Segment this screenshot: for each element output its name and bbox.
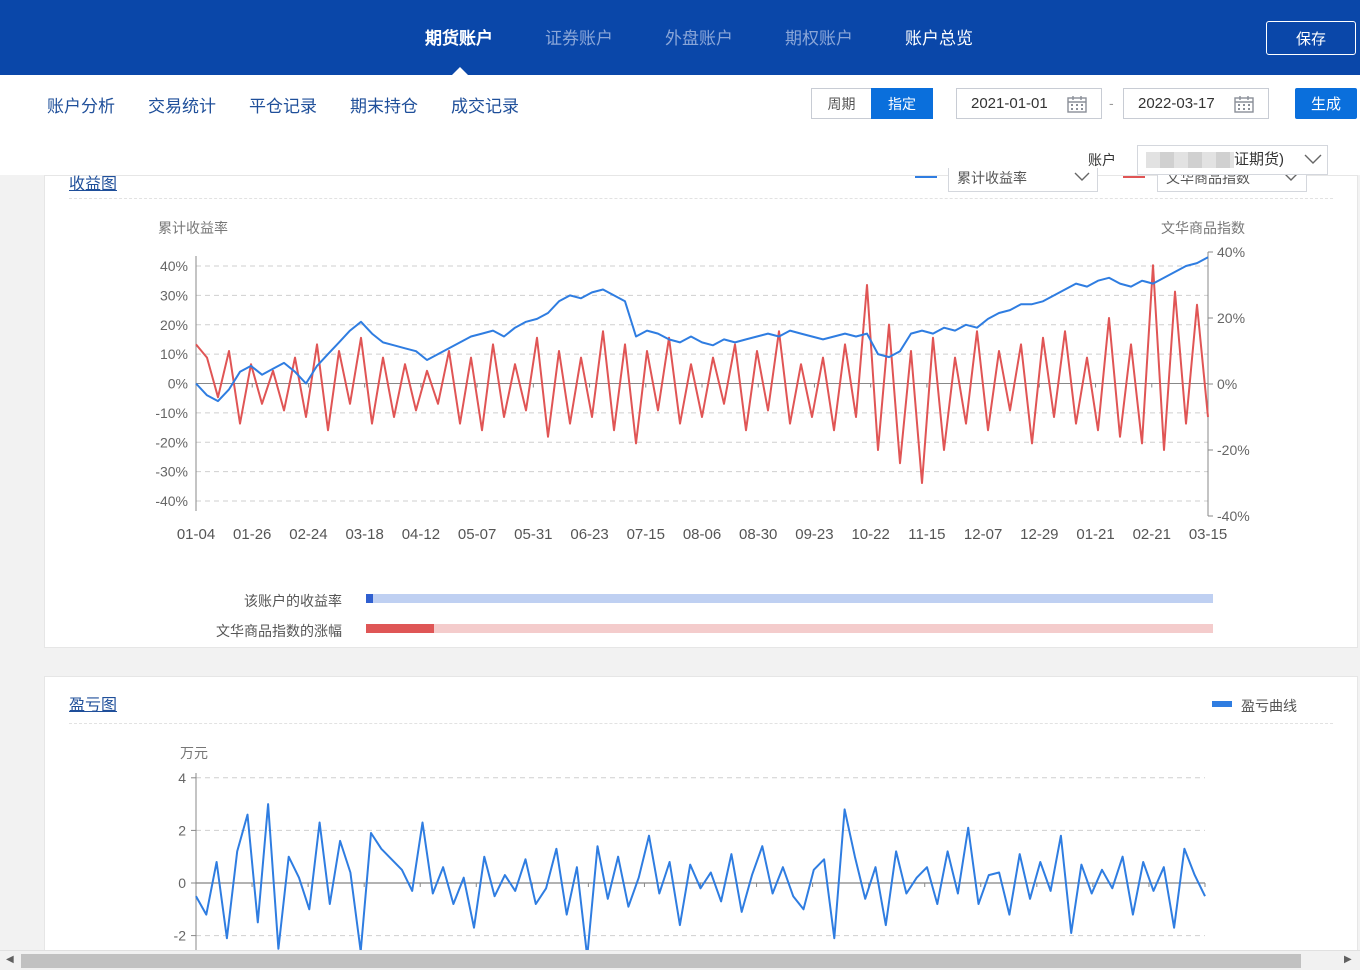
revenue-chart-title[interactable]: 收益图 — [69, 176, 118, 193]
x-tick-label: 01-04 — [177, 526, 215, 543]
custom-range-button[interactable]: 指定 — [871, 88, 933, 119]
x-tick-label: 06-23 — [570, 526, 608, 543]
account-return-bar-fill — [366, 594, 373, 603]
pnl-legend-label: 盈亏曲线 — [1241, 698, 1297, 714]
left-series-select-value: 累计收益率 — [957, 170, 1027, 186]
right-axis-title: 文华商品指数 — [1161, 220, 1245, 236]
y-tick-label: 40% — [160, 258, 188, 274]
pnl-chart-title[interactable]: 盈亏图 — [69, 697, 118, 714]
active-tab-caret-icon — [452, 67, 468, 75]
x-tick-label: 03-15 — [1189, 526, 1227, 543]
y-tick-label: 20% — [160, 317, 188, 333]
tab-options-account[interactable]: 期权账户 — [785, 29, 853, 48]
tab-account-overview[interactable]: 账户总览 — [905, 29, 973, 48]
y2-tick-label: 20% — [1217, 310, 1245, 326]
y-tick-label: -40% — [155, 493, 188, 509]
legend-blue-swatch-icon — [1212, 701, 1232, 707]
commodity-index-line — [195, 264, 1209, 484]
legend-blue-line-icon — [915, 176, 937, 178]
cumulative-return-line — [195, 256, 1209, 403]
x-tick-label: 04-12 — [402, 526, 440, 543]
account-select[interactable]: 证期货) — [1137, 145, 1328, 175]
x-tick-label: 02-21 — [1133, 526, 1171, 543]
tab-overseas-account[interactable]: 外盘账户 — [665, 29, 733, 48]
x-tick-label: 08-06 — [683, 526, 721, 543]
divider — [69, 198, 1333, 199]
y-tick-label: 10% — [160, 346, 188, 362]
left-axis-title: 累计收益率 — [158, 220, 228, 236]
y2-tick-label: 40% — [1217, 244, 1245, 260]
x-tick-label: 01-26 — [233, 526, 271, 543]
subtab-end-positions[interactable]: 期末持仓 — [350, 97, 418, 116]
revenue-line-chart: 40% 30% 20% 10% 0% -10% -20% -30% -40% 40% 20% 0% -2… — [155, 244, 1250, 543]
scroll-left-arrow-icon[interactable]: ◀ — [6, 954, 14, 965]
pnl-chart-card: 盈亏图 盈亏曲线 万元 4 2 0 -2 — [44, 676, 1358, 966]
x-tick-label: 01-21 — [1076, 526, 1114, 543]
start-date-input[interactable]: 2021-01-01 — [956, 88, 1102, 119]
pnl-axis-unit: 万元 — [180, 745, 208, 761]
x-tick-label: 12-29 — [1020, 526, 1058, 543]
x-tick-label: 05-31 — [514, 526, 552, 543]
revenue-chart-card: 收益图 累计收益率 文华商品指数 累计收益率 文华商品指数 40% 30% 20% 1… — [44, 168, 1358, 648]
y-tick-label: 0 — [178, 875, 186, 891]
x-tick-label: 03-18 — [345, 526, 383, 543]
subtab-account-analysis[interactable]: 账户分析 — [47, 97, 115, 116]
divider — [69, 723, 1333, 724]
y-tick-label: 2 — [178, 822, 186, 838]
y-tick-label: -30% — [155, 464, 188, 480]
left-series-select[interactable]: 累计收益率 — [948, 168, 1098, 192]
index-change-bar-fill — [366, 624, 434, 633]
y-tick-label: 0% — [168, 376, 188, 392]
x-tick-label: 08-30 — [739, 526, 777, 543]
x-tick-label: 02-24 — [289, 526, 327, 543]
account-return-bar-track — [366, 594, 1213, 603]
legend-red-line-icon — [1123, 176, 1145, 178]
subtab-trade-records[interactable]: 成交记录 — [451, 97, 519, 116]
x-tick-label: 05-07 — [458, 526, 496, 543]
y2-tick-label: -20% — [1217, 442, 1250, 458]
subtab-close-records[interactable]: 平仓记录 — [249, 97, 317, 116]
pnl-line-chart: 4 2 0 -2 — [174, 770, 1206, 951]
chevron-down-icon — [1304, 154, 1322, 164]
y-tick-label: -2 — [174, 928, 187, 944]
subtab-trade-statistics[interactable]: 交易统计 — [148, 97, 216, 116]
x-tick-label: 10-22 — [851, 526, 889, 543]
y2-tick-label: 0% — [1217, 376, 1237, 392]
end-date-input[interactable]: 2022-03-17 — [1123, 88, 1269, 119]
tab-futures-account[interactable]: 期货账户 — [425, 29, 493, 48]
y-tick-label: -10% — [155, 405, 188, 421]
tab-securities-account[interactable]: 证券账户 — [545, 29, 613, 48]
y-tick-label: -20% — [155, 434, 188, 450]
generate-button[interactable]: 生成 — [1295, 88, 1357, 119]
end-date-value: 2022-03-17 — [1138, 95, 1215, 112]
date-range-separator: - — [1109, 95, 1114, 111]
y2-tick-label: -40% — [1217, 508, 1250, 524]
index-change-bar-track — [366, 624, 1213, 633]
chevron-down-icon — [1074, 172, 1090, 181]
account-label: 账户 — [1088, 152, 1116, 168]
x-tick-label: 12-07 — [964, 526, 1002, 543]
masked-account-name — [1146, 152, 1234, 168]
y-tick-label: 30% — [160, 287, 188, 303]
period-button[interactable]: 周期 — [811, 88, 872, 119]
x-tick-label: 09-23 — [795, 526, 833, 543]
pnl-line — [195, 803, 1206, 951]
account-select-value: 证期货) — [1234, 151, 1284, 168]
calendar-icon[interactable] — [1067, 95, 1087, 113]
x-tick-label: 07-15 — [627, 526, 665, 543]
start-date-value: 2021-01-01 — [971, 95, 1048, 112]
save-button[interactable]: 保存 — [1266, 21, 1356, 55]
y-tick-label: 4 — [178, 770, 186, 786]
chevron-down-icon — [1283, 172, 1299, 181]
top-nav-bar — [0, 0, 1360, 75]
calendar-icon[interactable] — [1234, 95, 1254, 113]
scroll-right-arrow-icon[interactable]: ▶ — [1344, 954, 1352, 965]
index-change-bar-label: 文华商品指数的涨幅 — [216, 623, 342, 639]
account-return-bar-label: 该账户的收益率 — [244, 593, 342, 609]
scrollbar-thumb[interactable] — [21, 954, 1301, 968]
horizontal-scrollbar[interactable]: ◀ ▶ — [0, 950, 1360, 970]
x-tick-label: 11-15 — [908, 526, 945, 543]
